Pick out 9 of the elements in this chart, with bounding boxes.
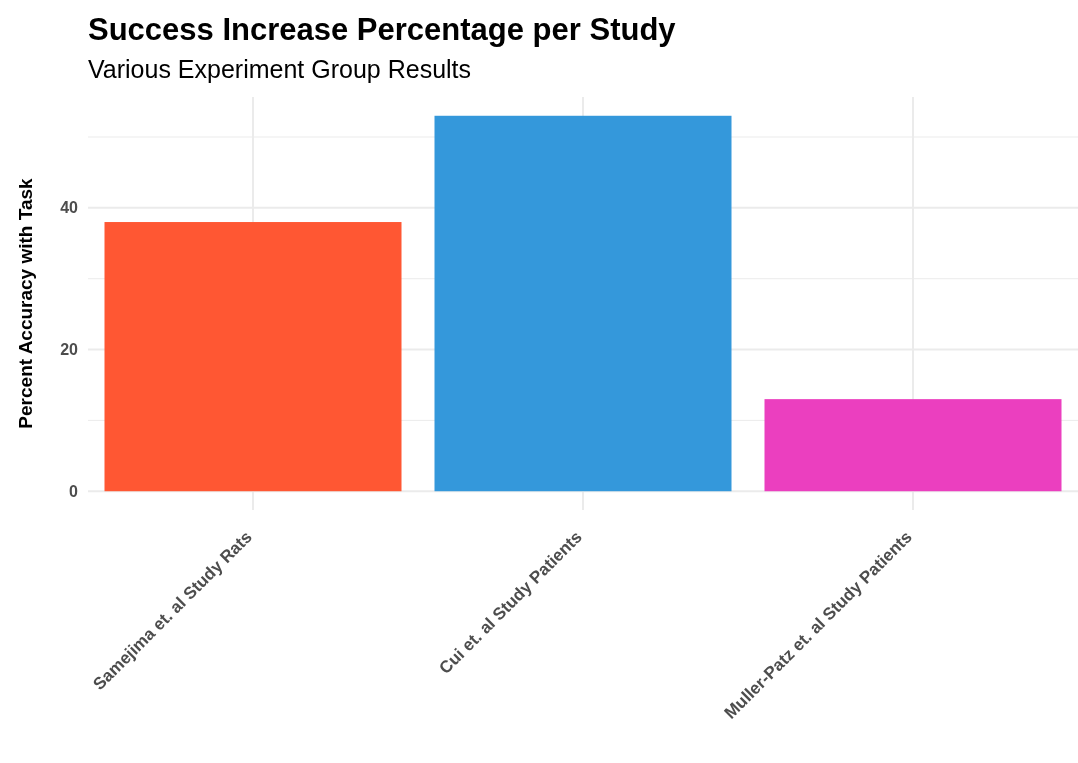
y-axis-title: Percent Accuracy with Task	[15, 177, 36, 429]
bar	[104, 222, 402, 492]
y-tick-label: 0	[69, 482, 79, 500]
bar	[764, 399, 1062, 492]
y-tick-label: 20	[60, 341, 79, 359]
chart-title: Success Increase Percentage per Study	[88, 12, 677, 47]
y-tick-label: 40	[60, 199, 79, 217]
bar	[434, 115, 732, 492]
chart-subtitle: Various Experiment Group Results	[88, 55, 472, 83]
